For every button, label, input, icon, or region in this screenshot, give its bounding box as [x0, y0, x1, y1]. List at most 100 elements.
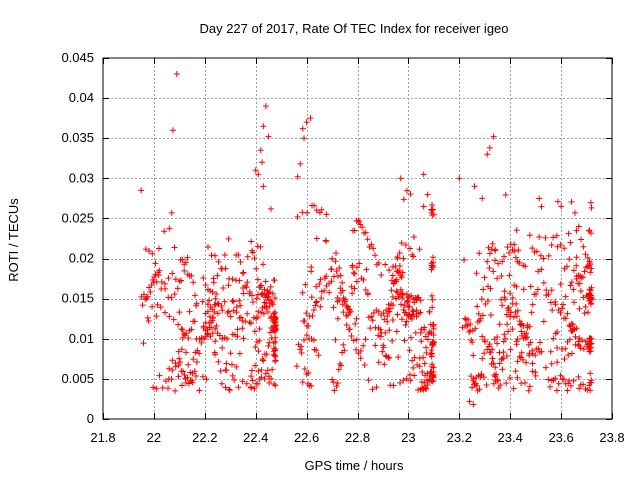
data-point — [418, 338, 425, 345]
data-point — [570, 267, 577, 274]
data-point — [581, 310, 588, 317]
data-point — [538, 203, 545, 210]
data-point — [577, 345, 584, 352]
data-point — [362, 229, 369, 236]
data-point — [357, 355, 364, 362]
data-point — [333, 383, 340, 390]
data-point — [420, 203, 427, 210]
data-point — [350, 337, 357, 344]
data-point — [367, 325, 374, 332]
data-point — [261, 299, 268, 306]
data-point — [185, 335, 192, 342]
data-point — [153, 278, 160, 285]
data-point — [175, 321, 182, 328]
data-point — [430, 341, 437, 348]
data-point — [215, 258, 222, 265]
data-point — [569, 321, 576, 328]
data-point — [399, 316, 406, 323]
data-point — [554, 329, 561, 336]
data-point — [260, 261, 267, 268]
data-point — [169, 270, 176, 277]
data-point — [567, 239, 574, 246]
data-point — [469, 339, 476, 346]
data-point — [387, 305, 394, 312]
data-point — [316, 209, 323, 216]
data-point — [227, 350, 234, 357]
data-point — [339, 279, 346, 286]
data-point — [156, 372, 163, 379]
data-point — [512, 368, 519, 375]
data-point — [394, 311, 401, 318]
data-point — [254, 276, 261, 283]
data-point — [206, 297, 213, 304]
data-point — [223, 360, 230, 367]
data-point — [356, 218, 363, 225]
data-point — [421, 360, 428, 367]
data-point — [522, 263, 529, 270]
data-point — [357, 348, 364, 355]
data-point — [166, 313, 173, 320]
data-point — [205, 286, 212, 293]
data-point — [517, 354, 524, 361]
data-point — [214, 272, 221, 279]
data-point — [573, 254, 580, 261]
data-point — [587, 269, 594, 276]
data-point — [262, 278, 269, 285]
data-point — [312, 302, 319, 309]
data-point — [297, 346, 304, 353]
data-point — [236, 350, 243, 357]
data-point — [495, 260, 502, 267]
data-point — [369, 386, 376, 393]
data-point — [159, 384, 166, 391]
data-point — [349, 262, 356, 269]
data-point — [217, 367, 224, 374]
data-point — [513, 300, 520, 307]
data-point — [156, 267, 163, 274]
data-point — [566, 377, 573, 384]
data-point — [490, 380, 497, 387]
data-point — [260, 310, 267, 317]
data-point — [249, 249, 256, 256]
data-point — [389, 263, 396, 270]
data-point — [400, 255, 407, 262]
data-point — [535, 268, 542, 275]
data-point — [369, 317, 376, 324]
data-point — [416, 363, 423, 370]
data-point — [271, 314, 278, 321]
data-point — [304, 209, 311, 216]
data-point — [375, 259, 382, 266]
data-point — [258, 366, 265, 373]
data-point — [299, 379, 306, 386]
data-point — [271, 326, 278, 333]
data-point — [470, 401, 477, 408]
data-point — [418, 326, 425, 333]
data-point — [554, 359, 561, 366]
data-point — [142, 246, 149, 253]
data-point — [501, 294, 508, 301]
data-point — [360, 276, 367, 283]
data-point — [352, 320, 359, 327]
data-point — [266, 379, 273, 386]
x-tick-label: 21.8 — [90, 430, 115, 445]
data-point — [422, 385, 429, 392]
data-point — [272, 382, 279, 389]
data-point — [480, 286, 487, 293]
data-point — [333, 268, 340, 275]
data-point — [534, 286, 541, 293]
data-point — [536, 233, 543, 240]
data-point — [476, 386, 483, 393]
data-point — [529, 360, 536, 367]
x-axis-label: GPS time / hours — [305, 458, 404, 473]
data-point — [389, 293, 396, 300]
data-point — [428, 292, 435, 299]
y-tick-label: 0.045 — [61, 50, 94, 65]
data-point — [209, 288, 216, 295]
data-point — [506, 290, 513, 297]
data-point — [503, 311, 510, 318]
data-point — [172, 276, 179, 283]
data-point — [514, 358, 521, 365]
data-point — [193, 359, 200, 366]
data-point — [526, 383, 533, 390]
data-point — [196, 387, 203, 394]
